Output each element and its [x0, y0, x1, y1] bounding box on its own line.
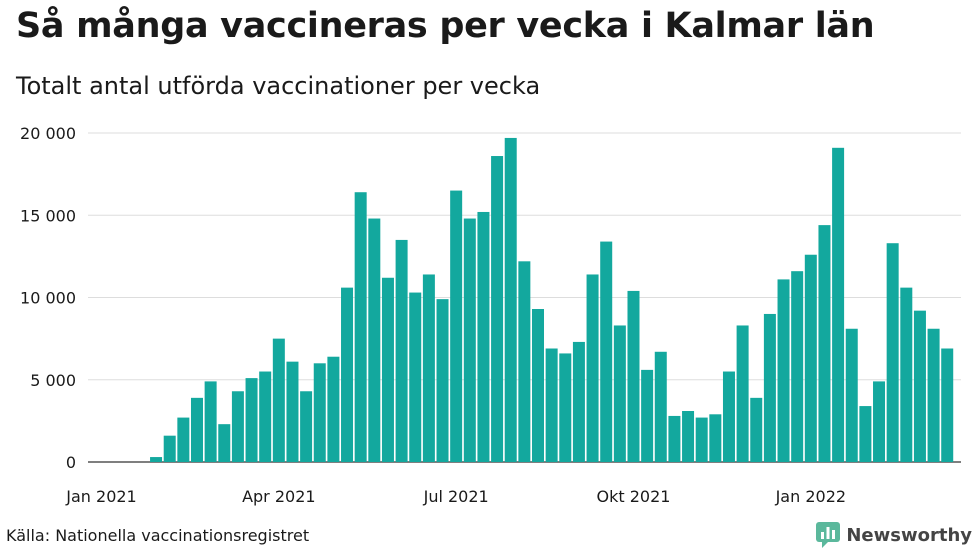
bar: [654, 351, 667, 462]
bar: [709, 414, 722, 462]
bar: [791, 271, 804, 462]
bar: [900, 287, 913, 462]
bar: [572, 341, 585, 462]
bar: [668, 415, 681, 462]
bar: [600, 241, 613, 462]
newsworthy-logo-icon: [816, 522, 841, 548]
bar: [941, 348, 954, 462]
bar: [927, 328, 940, 462]
bar: [409, 292, 422, 462]
bar: [245, 378, 258, 462]
bar: [804, 254, 817, 462]
bar: [873, 381, 886, 462]
y-tick-label: 0: [66, 453, 76, 472]
bar: [818, 225, 831, 462]
brand-name: Newsworthy: [846, 524, 972, 546]
bar: [913, 310, 926, 462]
brand-logo: Newsworthy: [816, 522, 972, 548]
bar: [231, 391, 244, 462]
bar: [327, 356, 340, 462]
bar: [736, 325, 749, 462]
bar: [150, 457, 163, 462]
x-tick-label: Jan 2022: [775, 487, 846, 506]
bar: [368, 218, 381, 462]
source-note: Källa: Nationella vaccinationsregistret: [6, 526, 310, 545]
y-tick-label: 20 000: [20, 124, 76, 143]
bar: [722, 371, 735, 462]
bar: [272, 338, 285, 463]
bar: [613, 325, 626, 462]
bar: [381, 277, 394, 462]
bar: [313, 363, 326, 462]
x-tick-label: Okt 2021: [597, 487, 671, 506]
bar: [504, 137, 517, 462]
chart-title: Så många vaccineras per vecka i Kalmar l…: [16, 6, 875, 46]
bar: [682, 411, 695, 462]
bar: [559, 353, 572, 462]
bar: [477, 211, 490, 462]
bar: [436, 299, 449, 462]
bar: [354, 192, 367, 462]
bar: [627, 290, 640, 462]
bar: [259, 371, 272, 462]
bar: [218, 424, 231, 462]
bar: [190, 397, 203, 462]
bar: [832, 147, 845, 462]
x-tick-label: Apr 2021: [242, 487, 315, 506]
bar: [886, 243, 899, 462]
bar: [518, 261, 531, 462]
bar: [532, 309, 544, 462]
bar: [763, 313, 776, 462]
y-tick-label: 5 000: [30, 371, 76, 390]
y-tick-label: 10 000: [20, 289, 76, 308]
bar: [777, 279, 790, 462]
bar: [395, 239, 408, 462]
bar: [586, 274, 599, 462]
y-tick-label: 15 000: [20, 206, 76, 225]
bar: [286, 361, 299, 462]
bar: [641, 369, 654, 462]
bar: [859, 406, 872, 462]
bar: [341, 287, 354, 462]
bar: [422, 274, 435, 462]
bar: [163, 435, 176, 462]
x-tick-label: Jul 2021: [423, 487, 489, 506]
bar: [300, 391, 313, 462]
bar: [177, 417, 190, 462]
bar: [491, 156, 504, 462]
bar: [845, 328, 858, 462]
bar: [463, 218, 476, 462]
chart-subtitle: Totalt antal utförda vaccinationer per v…: [16, 72, 541, 100]
bar: [545, 348, 558, 462]
x-tick-label: Jan 2021: [65, 487, 136, 506]
bar: [450, 190, 463, 462]
bar: [695, 417, 708, 462]
bar: [750, 397, 763, 462]
bar: [204, 381, 217, 462]
